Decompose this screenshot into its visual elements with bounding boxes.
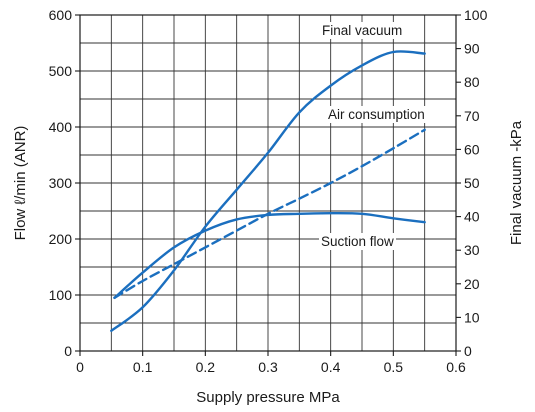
y-right-tick-label: 70 <box>464 108 480 124</box>
y-left-tick-label: 400 <box>49 119 73 135</box>
series-label-air-consumption: Air consumption <box>328 107 425 122</box>
axis-ticks: 0 0.1 0.2 0.3 0.4 0.5 0.6010020030040050060001… <box>49 7 488 375</box>
y-right-tick-label: 40 <box>464 209 480 225</box>
x-axis-title: Supply pressure MPa <box>196 389 340 406</box>
series-label-final-vacuum: Final vacuum <box>322 23 402 38</box>
x-tick-label: 0.6 <box>446 359 466 375</box>
y-left-tick-label: 100 <box>49 287 73 303</box>
series-line-suction-flow <box>113 211 426 299</box>
y-left-tick-label: 0 <box>64 343 72 359</box>
y-right-tick-label: 0 <box>464 343 472 359</box>
x-tick-label: 0.3 <box>258 359 278 375</box>
y-axis-left-title: Flow ℓ/min (ANR) <box>12 126 29 241</box>
x-tick-label: 0 <box>76 359 84 375</box>
x-tick-label: 0.5 <box>384 359 404 375</box>
series-label-suction-flow: Suction flow <box>321 234 394 249</box>
series-labels: Final vacuum Air consumption Suction flow <box>319 22 427 250</box>
y-right-tick-label: 50 <box>464 175 480 191</box>
y-right-tick-label: 90 <box>464 41 480 57</box>
y-axis-right-title: Final vacuum -kPa <box>508 120 525 245</box>
x-tick-label: 0.4 <box>321 359 341 375</box>
y-left-tick-label: 500 <box>49 63 73 79</box>
y-right-tick-label: 60 <box>464 141 480 157</box>
y-right-tick-label: 10 <box>464 309 480 325</box>
y-right-tick-label: 80 <box>464 74 480 90</box>
series-line-final-vacuum <box>110 50 426 332</box>
y-left-tick-label: 600 <box>49 7 73 23</box>
y-right-tick-label: 20 <box>464 276 480 292</box>
y-right-tick-label: 100 <box>464 7 488 23</box>
series-label-background <box>319 233 397 250</box>
y-right-tick-label: 30 <box>464 242 480 258</box>
grid <box>80 15 456 351</box>
series-lines <box>110 50 426 332</box>
x-tick-label: 0.2 <box>196 359 216 375</box>
series-label-background <box>326 106 427 123</box>
x-tick-label: 0.1 <box>133 359 153 375</box>
y-left-tick-label: 300 <box>49 175 73 191</box>
series-label-background <box>320 22 405 39</box>
y-left-tick-label: 200 <box>49 231 73 247</box>
